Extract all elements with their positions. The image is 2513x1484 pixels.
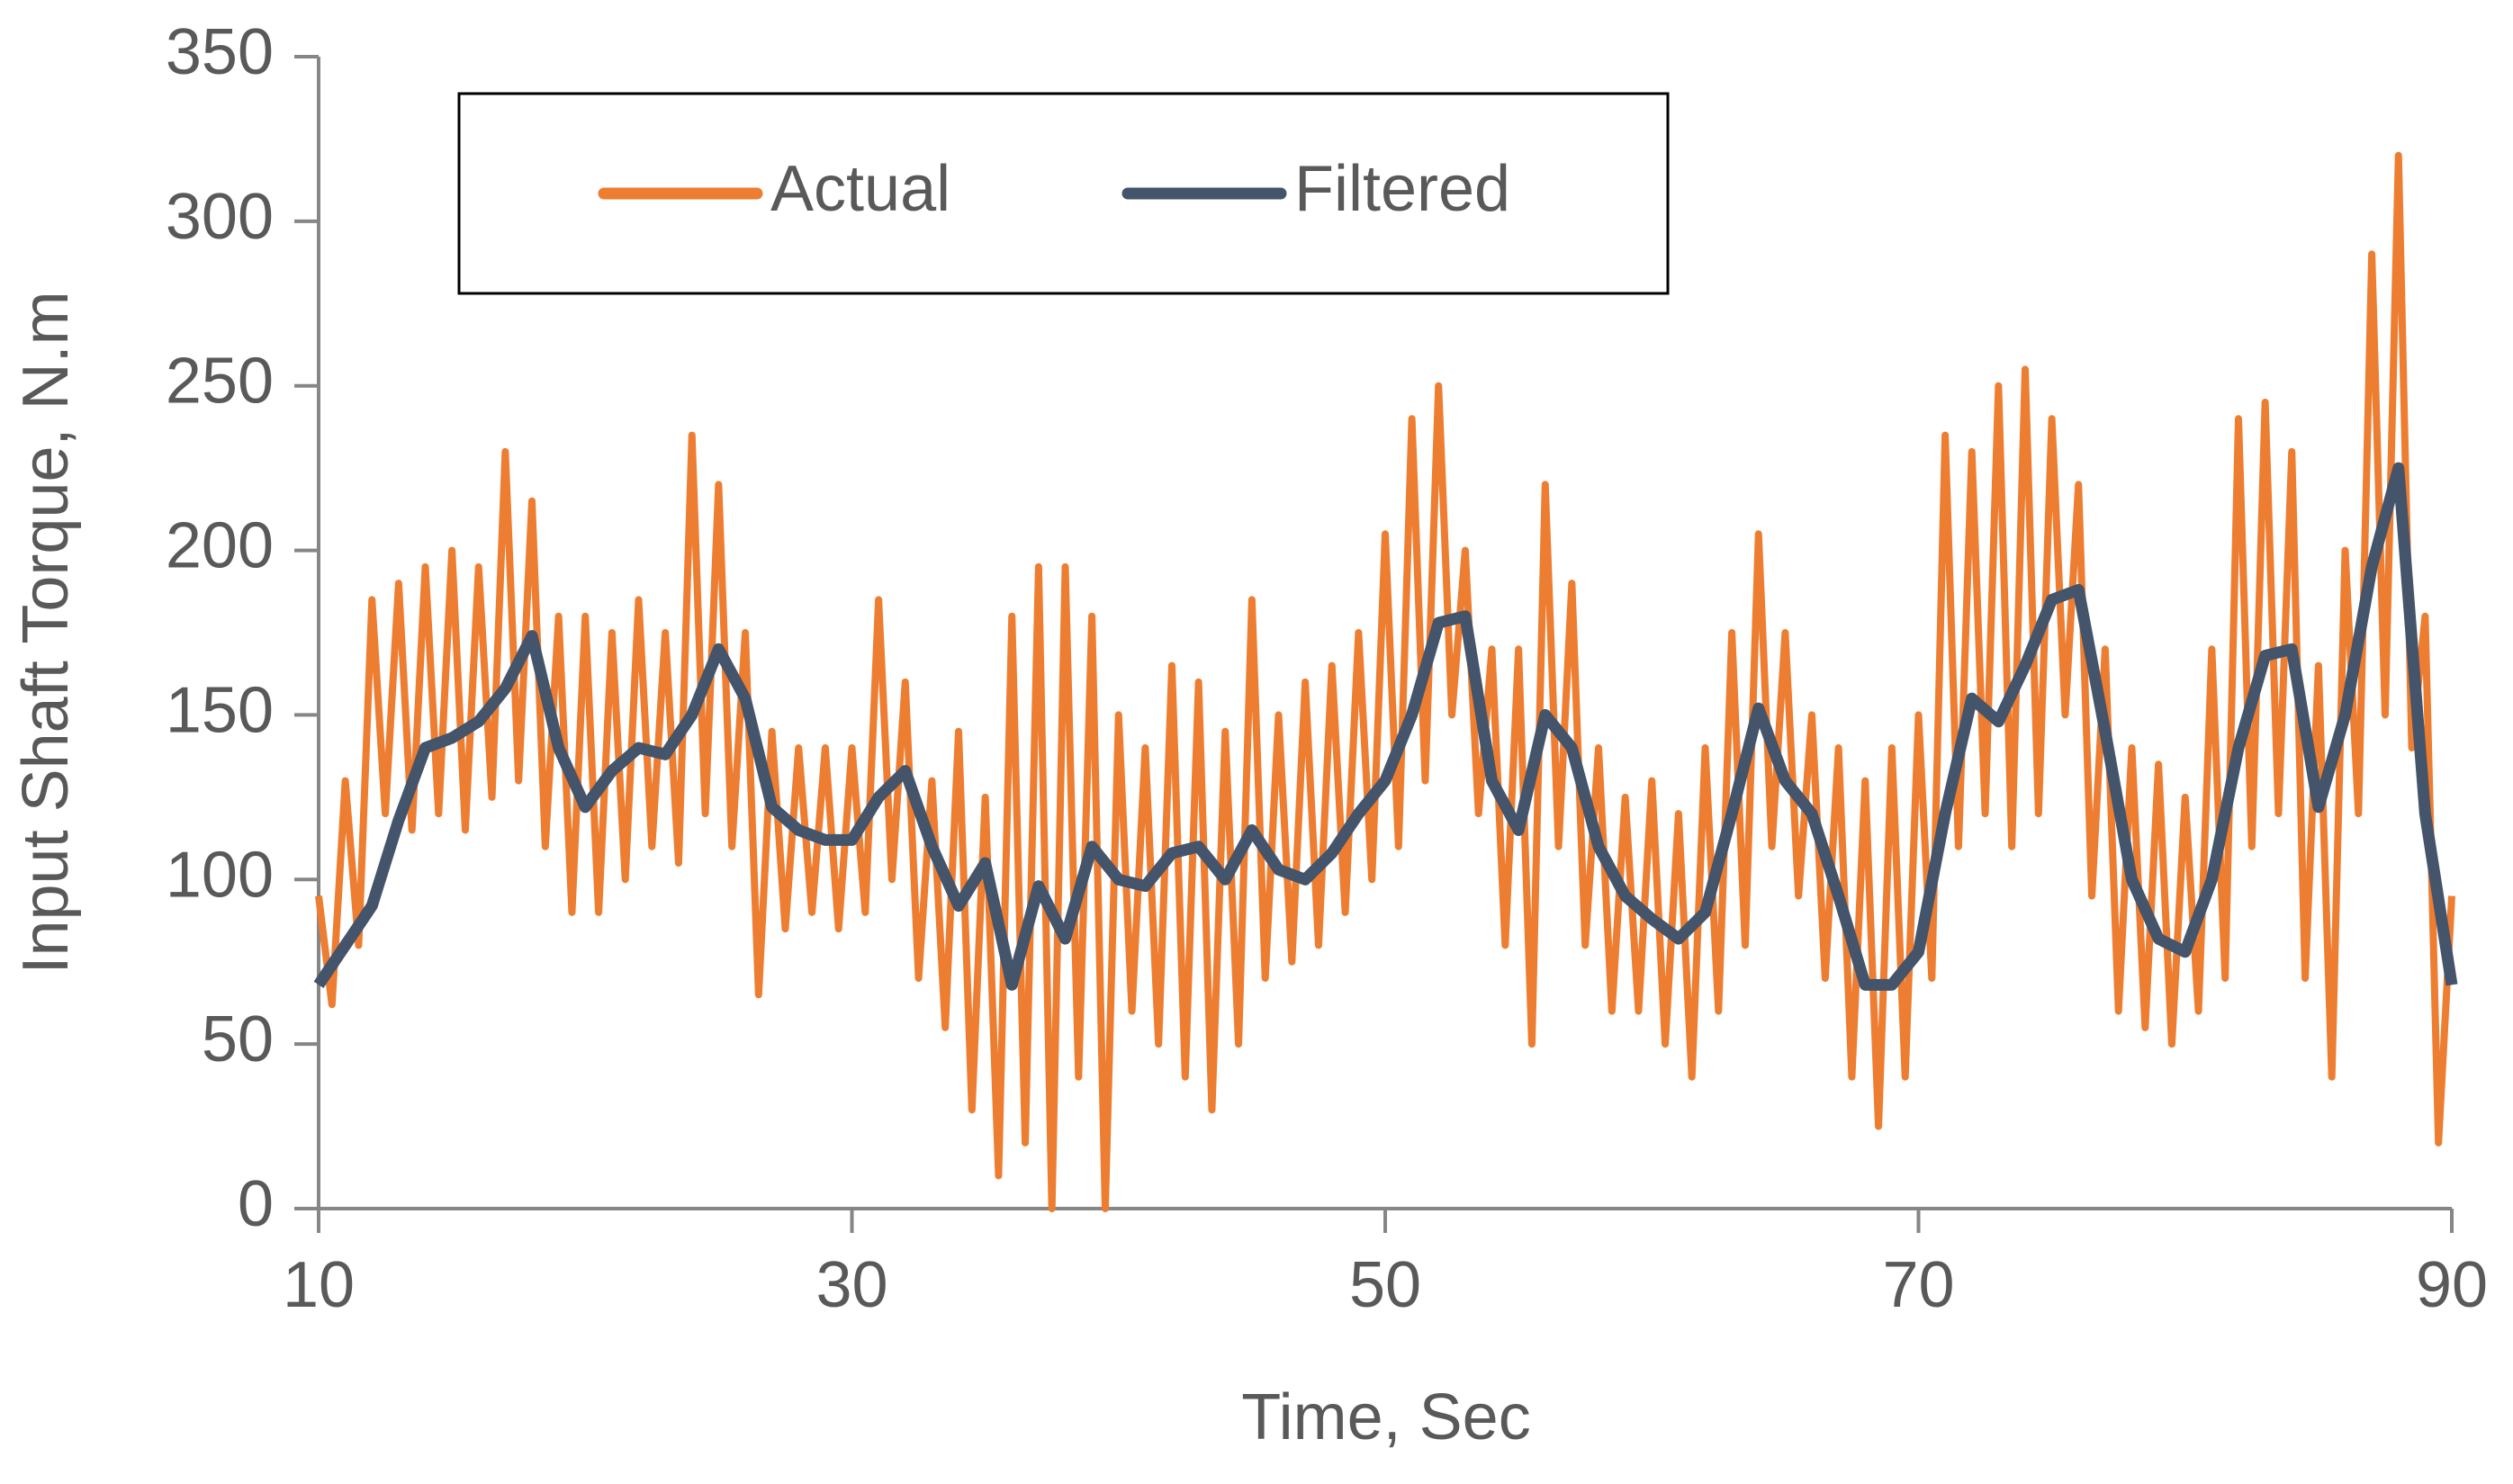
series-line [315,151,2455,1212]
x-tick-label: 70 [1882,1249,1954,1321]
legend-label: Actual [770,153,950,225]
y-tick-label: 150 [166,674,274,746]
y-tick-label: 250 [166,346,274,418]
y-tick-label: 300 [166,181,274,253]
y-tick-label: 50 [202,1003,274,1075]
y-tick-label: 100 [166,839,274,911]
legend-label: Filtered [1294,153,1510,225]
y-axis-label: Input Shaft Torque, N.m [10,291,82,974]
x-axis-label: Time, Sec [1241,1381,1530,1453]
series-line [313,462,2458,991]
y-tick-label: 0 [238,1168,274,1240]
x-tick-label: 90 [2416,1249,2488,1321]
y-tick-label: 200 [166,510,274,582]
x-tick-label: 10 [283,1249,355,1321]
y-tick-label: 350 [166,16,274,88]
x-tick-label: 30 [815,1249,887,1321]
x-tick-label: 50 [1349,1249,1421,1321]
